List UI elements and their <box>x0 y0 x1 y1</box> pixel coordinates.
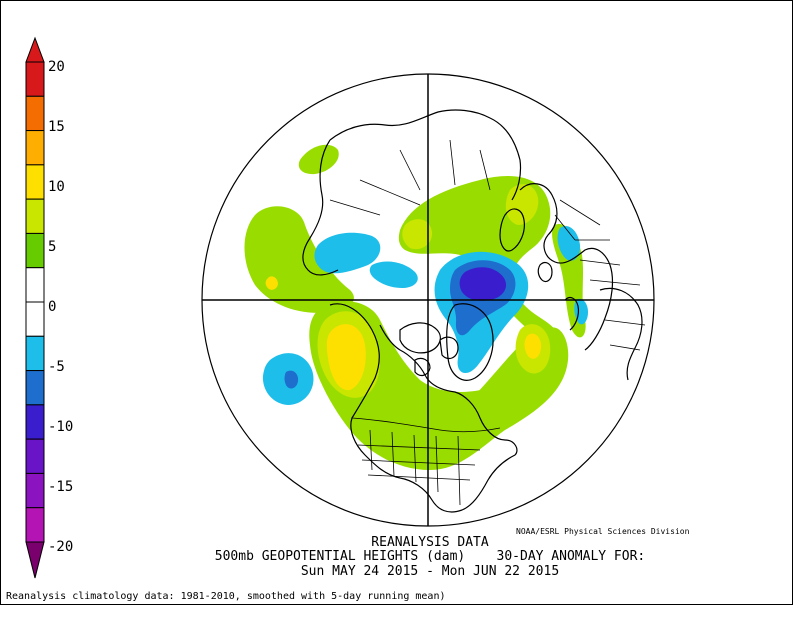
colorbar-segment <box>25 61 45 97</box>
border-europe <box>554 199 641 286</box>
anomaly-positive-strong-3 <box>265 276 278 290</box>
colorbar <box>25 36 45 579</box>
border-africa <box>604 319 646 351</box>
coast-europe <box>519 183 614 351</box>
colorbar-segment <box>25 438 45 474</box>
anomaly-positive-strong-1 <box>326 324 366 391</box>
anomaly-positive-mid-2 <box>505 184 539 225</box>
colorbar-label: 10 <box>48 179 65 195</box>
title-line-3: Sun MAY 24 2015 - Mon JUN 22 2015 <box>300 564 560 579</box>
colorbar-segment <box>25 404 45 440</box>
coast-scandinavia <box>499 208 525 252</box>
coast-greenland <box>446 303 494 381</box>
political-borders <box>329 139 646 506</box>
colorbar-segment <box>25 130 45 166</box>
colorbar-segment <box>25 232 45 269</box>
title-line-2: 500mb GEOPOTENTIAL HEIGHTS (dam) 30-DAY … <box>214 549 646 564</box>
colorbar-segment <box>25 95 45 132</box>
border-us-states-2 <box>357 444 481 481</box>
title-line-1: REANALYSIS DATA <box>371 535 489 550</box>
colorbar-label: -20 <box>48 539 74 555</box>
coast-japan <box>564 296 580 331</box>
anomaly-positive-siberia <box>298 144 339 175</box>
coast-asia-north <box>329 109 522 201</box>
colorbar-segment <box>25 198 45 234</box>
border-us-canada <box>351 417 501 433</box>
colorbar-label: 15 <box>48 119 65 135</box>
coast-canadian-archipelago <box>399 322 459 377</box>
anomaly-positive-strong-2 <box>524 333 542 359</box>
colorbar-segment <box>25 301 45 337</box>
colorbar-label: 20 <box>48 59 65 75</box>
anomaly-negative-east-asia <box>557 225 581 261</box>
coast-uk <box>537 262 553 283</box>
border-asia <box>329 139 491 216</box>
colorbar-label: -5 <box>48 359 65 375</box>
colorbar-label: 5 <box>48 239 57 255</box>
coast-asia-east <box>302 139 339 276</box>
colorbar-segment <box>25 472 45 509</box>
polar-map <box>201 73 655 527</box>
border-us-states-1 <box>369 429 461 506</box>
colorbar-segment <box>25 335 45 372</box>
coast-north-america <box>329 303 518 513</box>
colorbar-segment <box>25 507 45 543</box>
colorbar-label: 0 <box>48 299 57 315</box>
coastlines <box>302 109 643 513</box>
globe-outline <box>201 73 655 527</box>
anomaly-negative-pacific-core <box>284 370 299 389</box>
colorbar-segment <box>25 370 45 406</box>
colorbar-label: -15 <box>48 479 74 495</box>
anomaly-field <box>244 144 588 470</box>
anomaly-negative-siberia <box>314 232 381 274</box>
colorbar-bottom-arrow <box>25 541 45 579</box>
credit-text: NOAA/ESRL Physical Sciences Division <box>516 527 690 536</box>
climatology-footnote: Reanalysis climatology data: 1981-2010, … <box>6 591 446 602</box>
colorbar-segment <box>25 267 45 303</box>
anomaly-negative-arctic-core <box>459 267 507 301</box>
coast-africa-north <box>599 287 643 381</box>
colorbar-segment <box>25 164 45 200</box>
anomaly-positive-mid-4 <box>402 219 433 250</box>
colorbar-label: -10 <box>48 419 74 435</box>
anomaly-negative-atlantic <box>369 261 418 288</box>
